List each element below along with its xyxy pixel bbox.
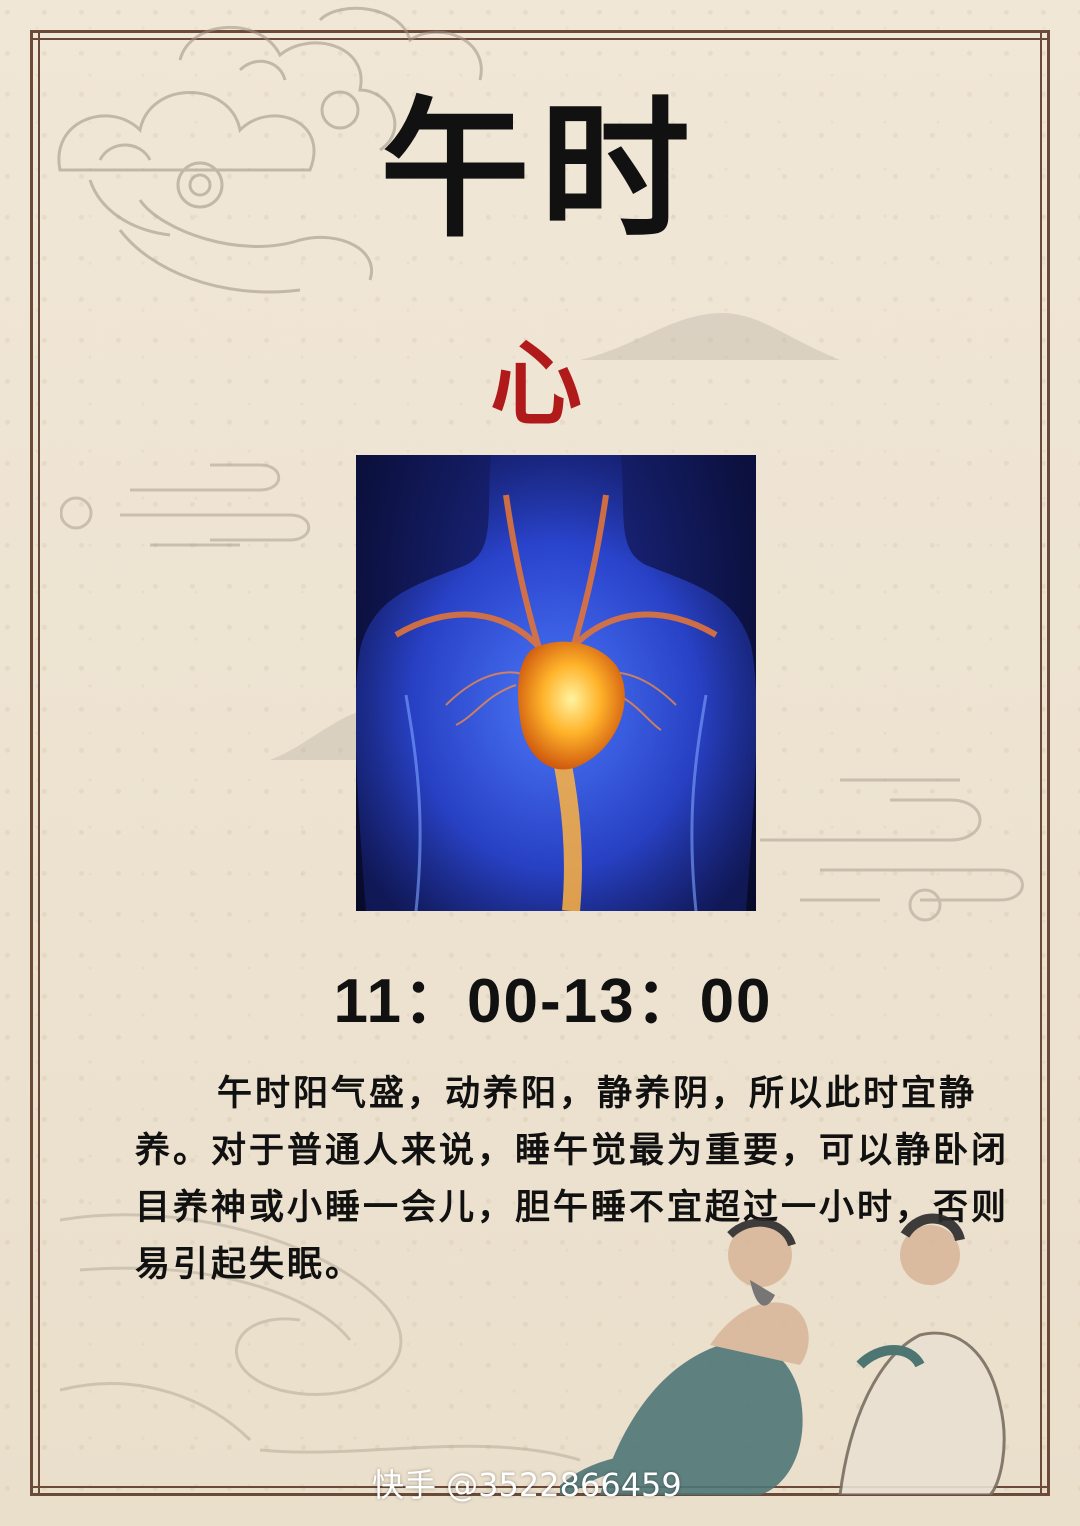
- heart-anatomy-image: [356, 455, 756, 911]
- cloud-decoration: [57, 6, 483, 294]
- time-range: 11：00-13：00: [333, 967, 773, 1036]
- description-text: 午时阳气盛，动养阳，静养阴，所以此时宜静养。对于普通人来说，睡午觉最为重要，可以…: [135, 1073, 1010, 1285]
- decorative-border: [30, 30, 1050, 1496]
- mountain-decoration: [580, 313, 840, 360]
- watermark-text: 快手 @3522866459: [372, 1466, 682, 1504]
- wave-decoration: [60, 463, 311, 547]
- swirl-decoration: [60, 1213, 581, 1462]
- page-title: 午时: [379, 82, 700, 258]
- ink-figures-illustration: [560, 1213, 1006, 1495]
- wave-decoration: [760, 778, 1024, 922]
- organ-label: 心: [490, 330, 583, 438]
